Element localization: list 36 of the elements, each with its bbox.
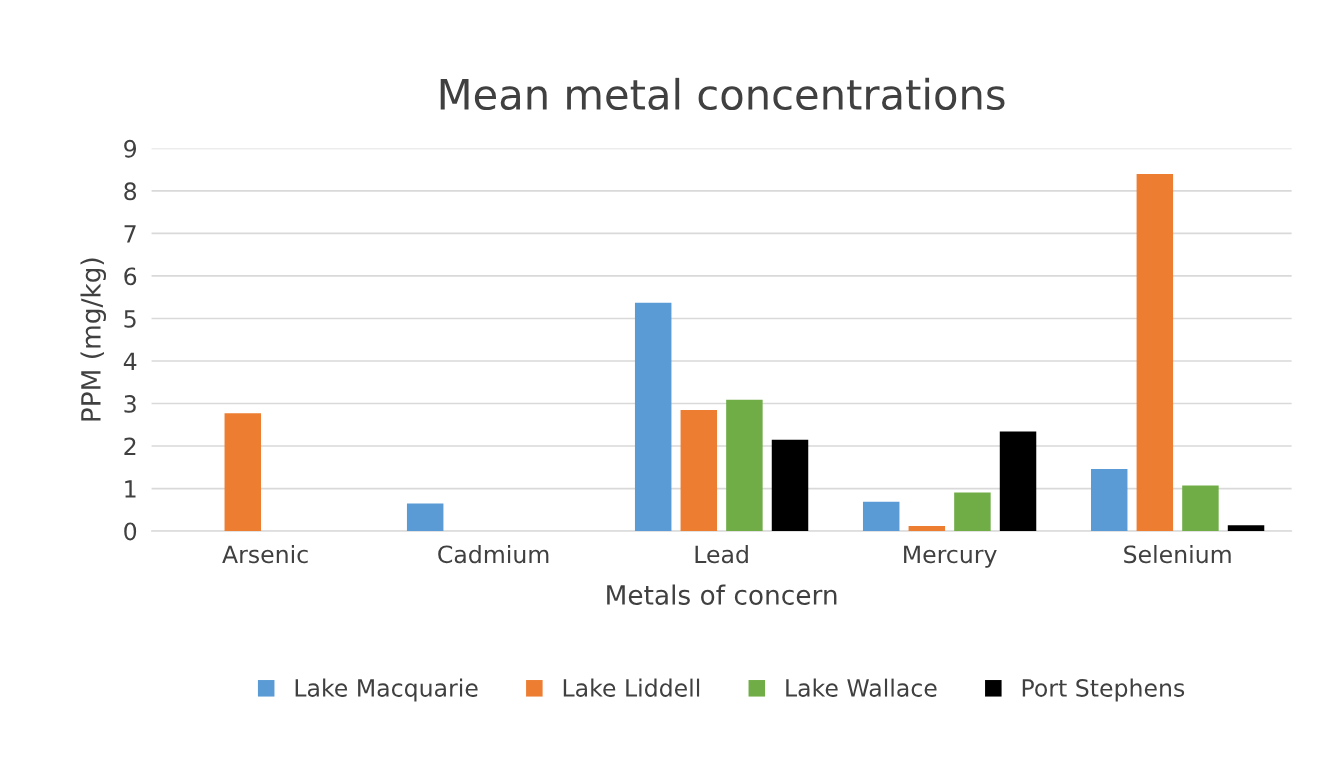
y-tick-label: 5: [124, 310, 136, 328]
bar: [634, 302, 672, 532]
chart-title: Mean metal concentrations: [440, 77, 1005, 111]
legend-label: Lake Macquarie: [295, 678, 478, 702]
legend-label: Lake Liddell: [563, 678, 700, 697]
y-tick-label: 8: [124, 182, 137, 201]
bar: [224, 413, 262, 532]
y-tick-label: 4: [123, 352, 137, 370]
bar: [1227, 525, 1265, 532]
legend-label: Lake Wallace: [786, 678, 937, 697]
x-tick-label: Selenium: [1124, 544, 1231, 564]
x-tick-label: Arsenic: [222, 544, 308, 564]
bar: [999, 431, 1037, 532]
x-tick-label: Lead: [695, 544, 748, 564]
legend-label: Port Stephens: [1022, 678, 1185, 702]
bar: [1136, 173, 1174, 532]
bar: [680, 409, 718, 532]
x-tick-label: Mercury: [904, 545, 997, 568]
y-tick-label: 6: [124, 267, 137, 286]
y-axis-title: PPM (mg/kg): [80, 258, 106, 421]
y-tick-label: 9: [124, 139, 137, 158]
y-tick-label: 7: [124, 225, 136, 243]
bar: [1182, 485, 1219, 532]
bar: [771, 439, 809, 532]
y-tick-label: 2: [124, 437, 136, 456]
y-tick-label: 3: [124, 394, 136, 413]
bar: [908, 525, 946, 532]
y-tick-label: 0: [124, 522, 137, 541]
bar: [406, 503, 444, 532]
bar: [862, 501, 900, 532]
bar: [726, 399, 763, 532]
bar: [1090, 469, 1128, 532]
x-tick-label: Cadmium: [438, 544, 549, 564]
x-axis-title: Metals of concern: [607, 584, 837, 605]
y-tick-label: 1: [125, 480, 136, 498]
bar: [954, 492, 991, 532]
